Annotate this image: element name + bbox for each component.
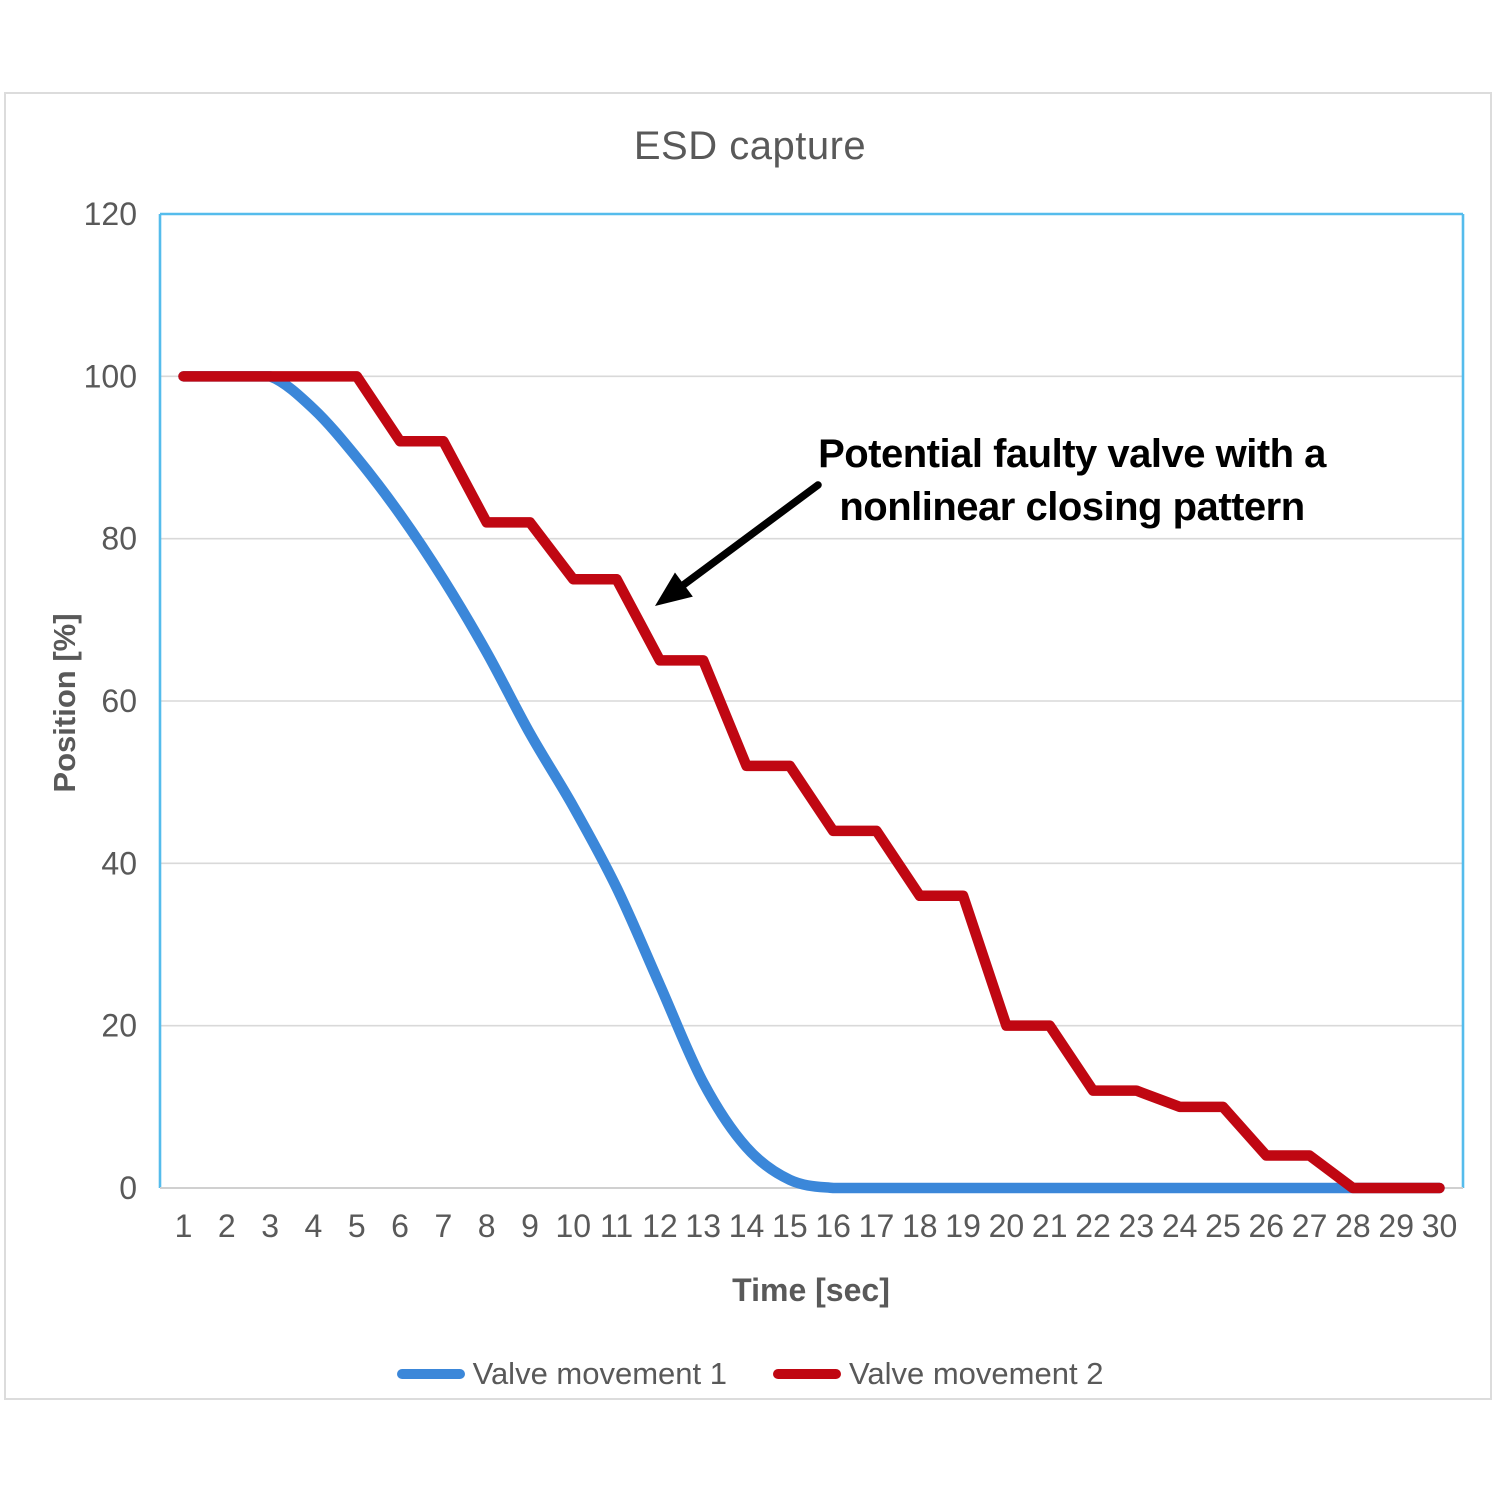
x-tick-label: 30	[1422, 1208, 1458, 1244]
x-tick-label: 4	[305, 1208, 323, 1244]
x-tick-label: 15	[772, 1208, 808, 1244]
x-tick-label: 23	[1119, 1208, 1155, 1244]
y-axis-title: Position [%]	[47, 613, 82, 793]
legend-item-valve-1: Valve movement 1	[396, 1356, 727, 1392]
x-tick-label: 19	[945, 1208, 981, 1244]
y-tick-label: 0	[119, 1170, 137, 1206]
y-tick-labels: 0 20 40 60 80 100 120	[84, 196, 137, 1206]
annotation-text: Potential faulty valve with a nonlinear …	[672, 428, 1472, 534]
y-tick-label: 100	[84, 358, 137, 394]
legend: Valve movement 1 Valve movement 2	[0, 1356, 1500, 1392]
y-tick-label: 60	[101, 683, 137, 719]
x-tick-label: 1	[175, 1208, 193, 1244]
x-tick-labels: 1 2 3 4 5 6 7 8 9 10 11 12 13 14 15 16 17 18 19 20 21 22 23 24 2…	[175, 1208, 1458, 1244]
legend-item-valve-2: Valve movement 2	[773, 1356, 1103, 1392]
x-tick-label: 12	[642, 1208, 678, 1244]
x-tick-label: 22	[1075, 1208, 1111, 1244]
chart-card	[4, 92, 1492, 1400]
x-tick-label: 21	[1032, 1208, 1068, 1244]
annotation-line-2: nonlinear closing pattern	[839, 485, 1305, 529]
legend-label-valve-2: Valve movement 2	[849, 1356, 1104, 1391]
y-tick-label: 20	[101, 1008, 137, 1044]
annotation-line-1: Potential faulty valve with a	[818, 432, 1326, 476]
x-axis-title: Time [sec]	[732, 1272, 890, 1308]
x-tick-label: 25	[1205, 1208, 1241, 1244]
x-tick-label: 18	[902, 1208, 938, 1244]
x-tick-label: 27	[1292, 1208, 1328, 1244]
x-tick-label: 8	[478, 1208, 496, 1244]
valve-movement-2-line	[178, 371, 1445, 1194]
x-tick-label: 3	[261, 1208, 279, 1244]
x-tick-label: 7	[434, 1208, 452, 1244]
y-tick-label: 80	[101, 521, 137, 557]
x-tick-label: 11	[600, 1208, 633, 1244]
x-tick-label: 6	[391, 1208, 409, 1244]
legend-label-valve-1: Valve movement 1	[472, 1356, 727, 1391]
x-tick-label: 16	[815, 1208, 851, 1244]
y-tick-label: 120	[84, 196, 137, 232]
gridlines	[160, 375, 1463, 1027]
legend-swatch-valve-1	[396, 1369, 465, 1379]
x-tick-label: 24	[1162, 1208, 1198, 1244]
x-tick-label: 13	[685, 1208, 721, 1244]
x-tick-label: 14	[729, 1208, 765, 1244]
x-tick-label: 28	[1335, 1208, 1371, 1244]
arrow-shaft	[675, 481, 822, 592]
valve-movement-1-line	[178, 371, 1445, 1194]
x-tick-label: 2	[218, 1208, 236, 1244]
x-tick-label: 29	[1378, 1208, 1414, 1244]
x-tick-label: 10	[555, 1208, 591, 1244]
arrow-head	[655, 572, 693, 606]
x-tick-label: 20	[989, 1208, 1025, 1244]
legend-swatch-valve-2	[773, 1369, 841, 1379]
annotation-arrow	[655, 481, 822, 606]
series-lines	[178, 371, 1445, 1194]
chart-title: ESD capture	[633, 124, 867, 168]
x-tick-label: 5	[348, 1208, 366, 1244]
y-tick-label: 40	[101, 845, 137, 881]
x-tick-label: 17	[859, 1208, 895, 1244]
x-tick-label: 26	[1248, 1208, 1284, 1244]
x-tick-label: 9	[521, 1208, 539, 1244]
